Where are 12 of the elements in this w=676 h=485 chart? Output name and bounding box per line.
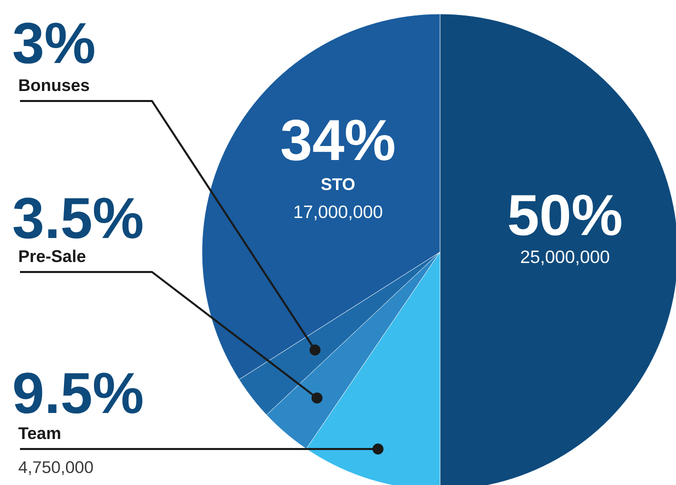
- slice-label: Bonuses: [19, 79, 90, 92]
- slice-label: STO: [321, 178, 355, 190]
- text: 17,000,000: [294, 205, 382, 220]
- slice-label: Team: [18, 427, 60, 440]
- text: 4,750,000: [18, 461, 93, 476]
- data-label: 50%: [508, 194, 622, 236]
- slice-label: Pre-Sale: [19, 250, 86, 262]
- data-label: 9.5%: [14, 372, 142, 414]
- data-label: 3.5%: [14, 198, 142, 239]
- text: 25,000,000: [521, 250, 610, 266]
- data-label: 3%: [14, 22, 94, 64]
- data-label: 34%: [282, 120, 394, 161]
